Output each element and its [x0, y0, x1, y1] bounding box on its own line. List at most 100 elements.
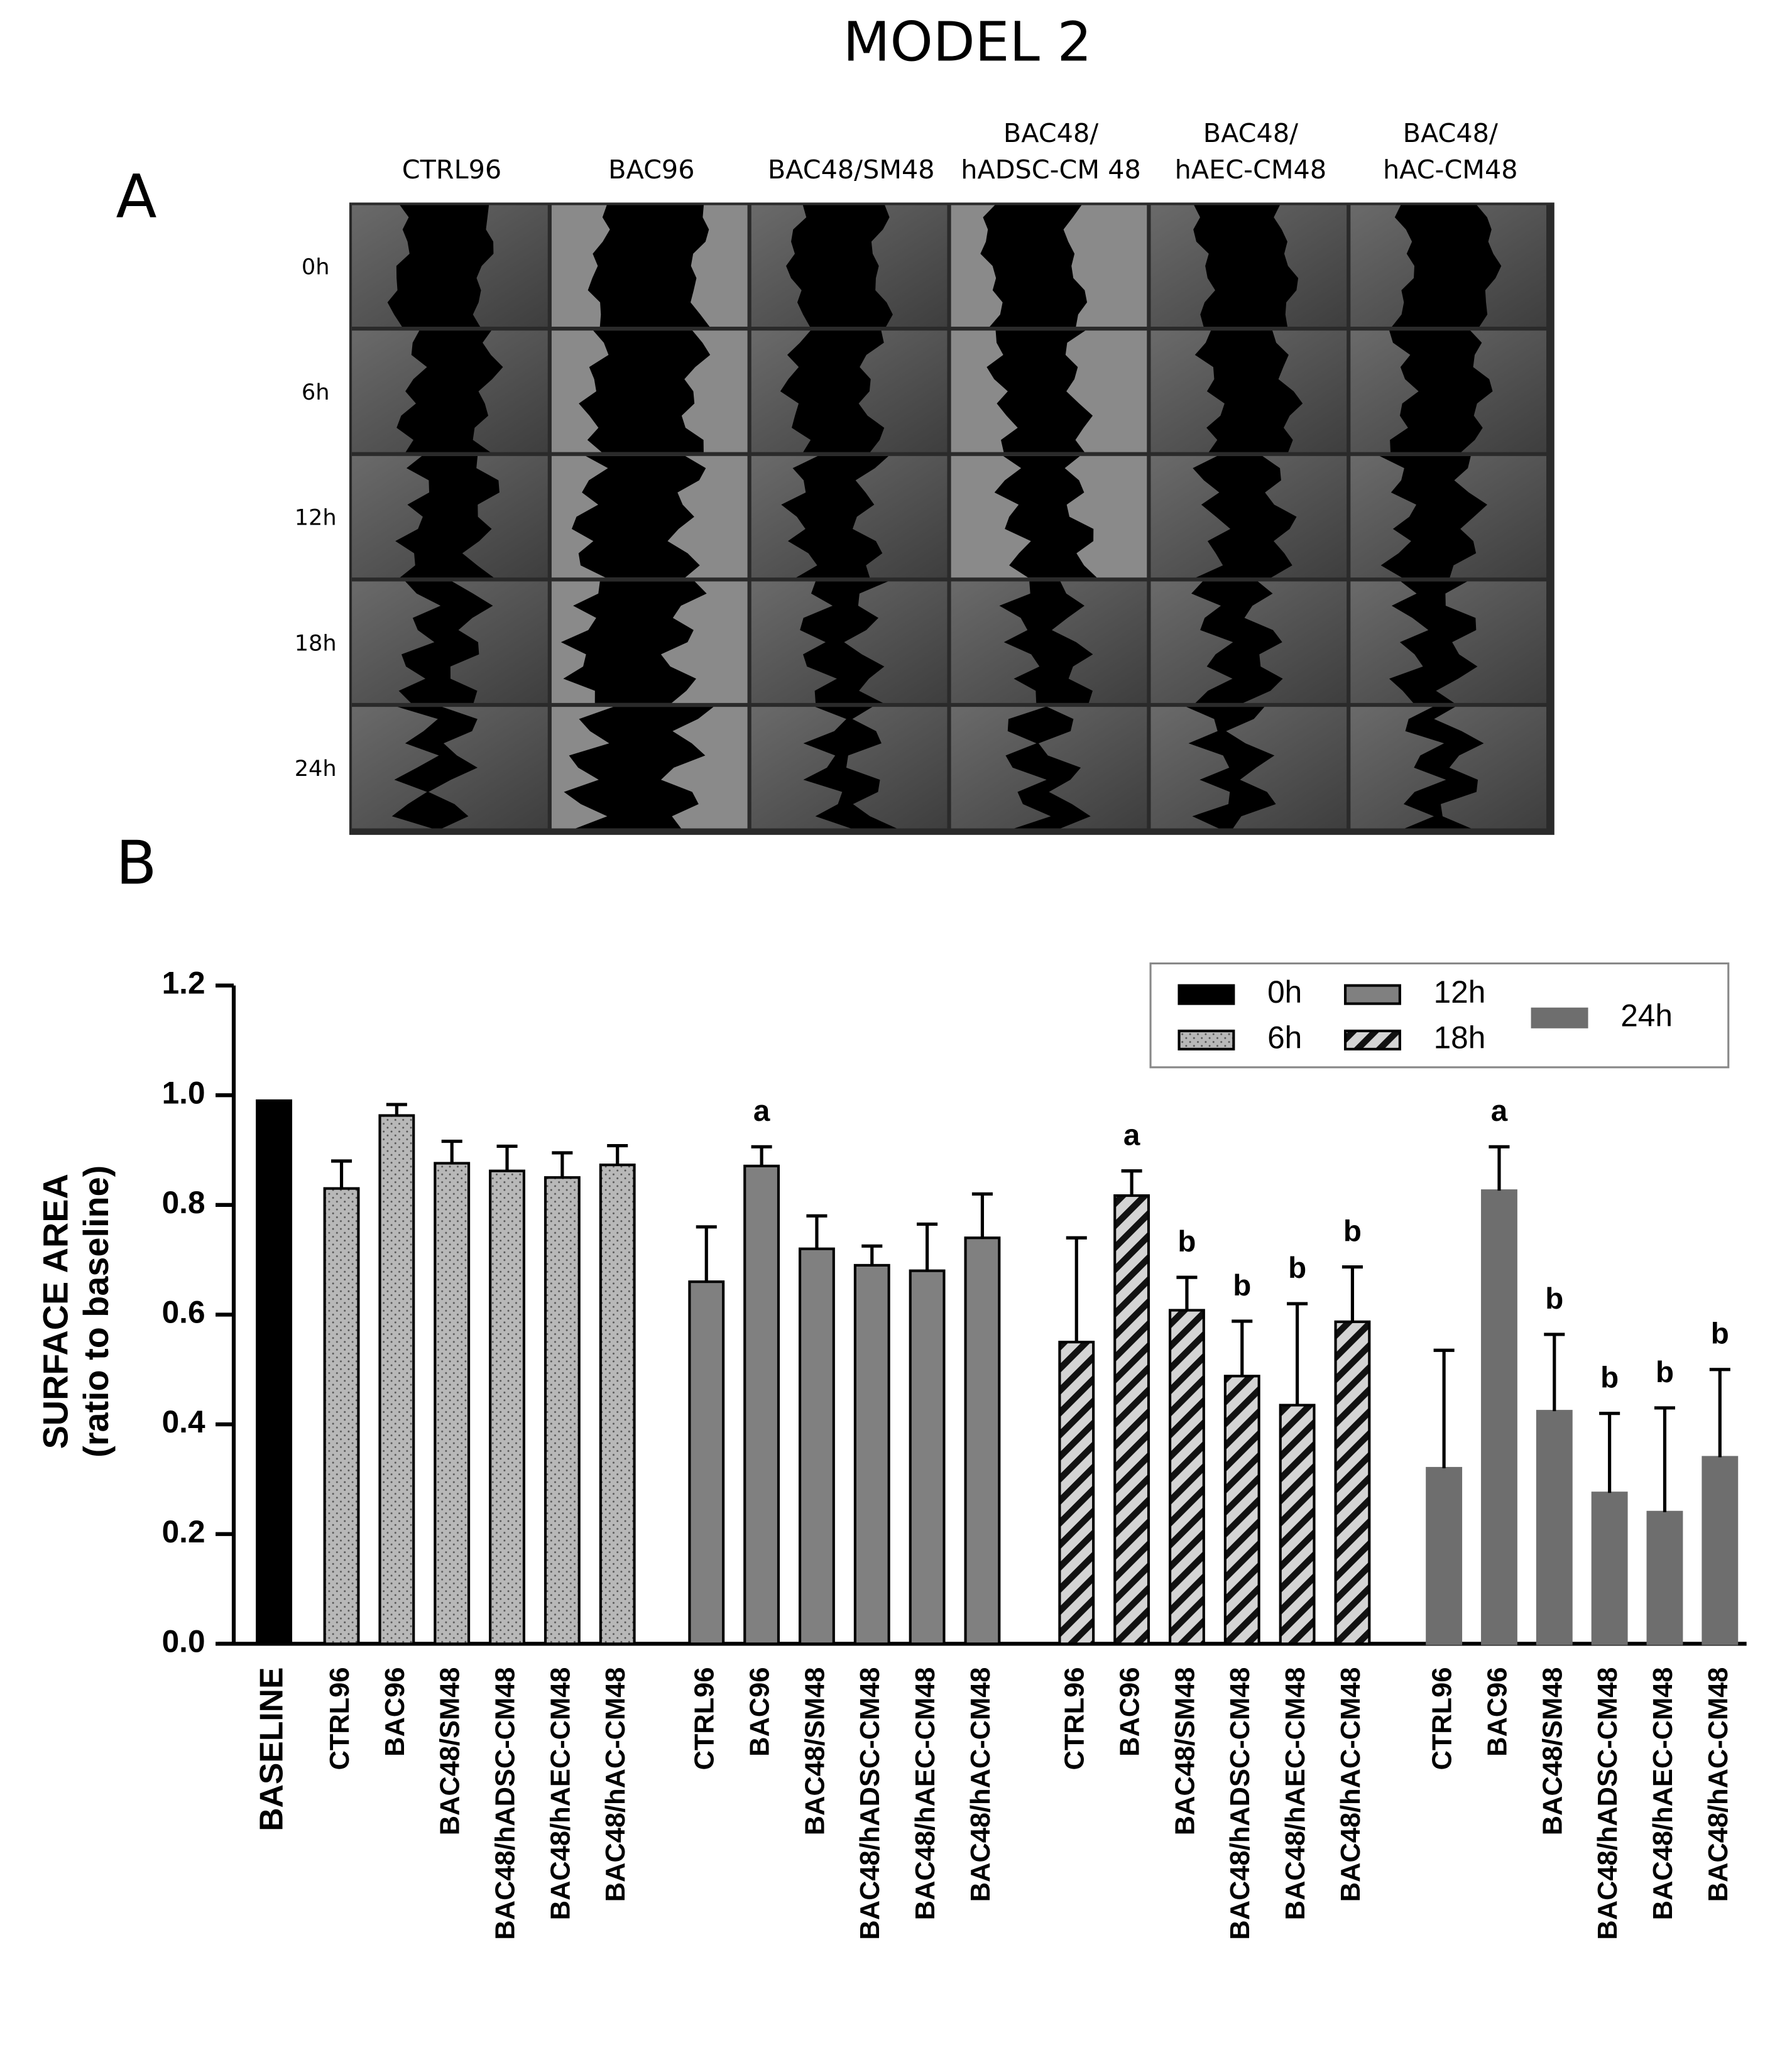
- bar: [1702, 1456, 1739, 1645]
- wound-area: [986, 330, 1093, 452]
- wound-area: [980, 205, 1088, 327]
- x-tick-label: BAC96: [1115, 1667, 1145, 1757]
- wound-area: [800, 581, 888, 703]
- significance-letter: b: [1600, 1361, 1619, 1394]
- legend-swatch: [1344, 1029, 1401, 1050]
- row-label: 0h: [302, 254, 330, 280]
- wound-area: [579, 330, 711, 452]
- wound-area: [781, 455, 889, 578]
- error-bar: [1232, 1319, 1253, 1377]
- significance-letter: a: [1491, 1094, 1508, 1128]
- wound-area: [1392, 205, 1502, 327]
- wound-area: [587, 205, 710, 327]
- x-tick-label: BAC48/hADSC-CM48: [855, 1667, 885, 1940]
- legend-swatch: [1177, 1029, 1235, 1050]
- error-bar: [552, 1151, 573, 1178]
- column-header: hADSC-CM 48: [961, 155, 1141, 185]
- wound-area: [1379, 455, 1488, 578]
- x-tick-label: BAC48/SM48: [800, 1667, 830, 1836]
- x-tick-label: BAC48/hADSC-CM48: [1593, 1667, 1623, 1940]
- wound-area: [391, 707, 478, 829]
- wound-area: [560, 581, 707, 703]
- significance-letter: b: [1711, 1317, 1729, 1351]
- x-tick-label: BAC48/SM48: [1538, 1667, 1568, 1836]
- error-bar: [1176, 1275, 1198, 1311]
- wound-area: [1389, 581, 1478, 703]
- error-bar: [441, 1139, 462, 1164]
- error-bar: [1287, 1302, 1308, 1405]
- column-header: BAC48/: [1403, 118, 1498, 148]
- significance-letter: b: [1177, 1225, 1196, 1258]
- x-tick-label: BAC48/hAEC-CM48: [545, 1667, 576, 1921]
- error-bar: [917, 1222, 938, 1271]
- error-bar: [1066, 1236, 1087, 1343]
- bar: [544, 1176, 581, 1645]
- wound-area: [1186, 707, 1276, 829]
- x-tick-label: BAC96: [1482, 1667, 1512, 1757]
- y-tick-label: 0.0: [162, 1624, 205, 1659]
- wound-area: [1194, 330, 1303, 452]
- significance-letter: b: [1545, 1282, 1563, 1316]
- x-tick-label: BAC96: [380, 1667, 410, 1757]
- bar: [688, 1280, 725, 1645]
- bar: [1426, 1466, 1463, 1645]
- wound-area: [803, 707, 897, 829]
- error-bar: [806, 1214, 828, 1249]
- bar: [1646, 1510, 1683, 1645]
- x-tick-label: BASELINE: [253, 1667, 290, 1831]
- column-header: hAC-CM48: [1383, 155, 1518, 185]
- x-tick-label: BAC48/hAC-CM48: [601, 1667, 631, 1902]
- wound-area: [1193, 205, 1299, 327]
- bar: [1169, 1309, 1205, 1645]
- y-axis-label: SURFACE AREA: [36, 1174, 75, 1449]
- x-tick-label: BAC48/hADSC-CM48: [491, 1667, 521, 1940]
- x-tick-label: BAC48/hAC-CM48: [966, 1667, 996, 1902]
- wound-area: [396, 330, 503, 452]
- bar: [1058, 1341, 1095, 1645]
- bar: [1279, 1404, 1316, 1645]
- y-tick-label: 1.2: [162, 966, 205, 1001]
- error-bar: [1489, 1145, 1510, 1191]
- bar: [964, 1236, 1001, 1645]
- column-header: hAEC-CM48: [1175, 155, 1326, 185]
- legend-box: [1149, 962, 1730, 1069]
- wound-area: [571, 455, 706, 578]
- legend-swatch: [1177, 984, 1235, 1005]
- error-bar: [1654, 1406, 1676, 1512]
- x-tick-label: BAC96: [745, 1667, 775, 1757]
- x-tick-label: BAC48/hAEC-CM48: [1281, 1667, 1311, 1921]
- error-bar: [607, 1143, 628, 1165]
- x-tick-label: BAC48/SM48: [435, 1667, 466, 1836]
- wound-area: [994, 455, 1097, 578]
- y-tick-label: 1.0: [162, 1075, 205, 1110]
- row-label: 18h: [295, 630, 337, 656]
- column-header: BAC48/SM48: [768, 155, 935, 185]
- x-tick-label: CTRL96: [690, 1667, 720, 1770]
- error-bar: [1121, 1169, 1142, 1196]
- panel-label: B: [116, 829, 156, 898]
- x-tick-label: BAC48/SM48: [1170, 1667, 1200, 1836]
- bar: [489, 1169, 525, 1645]
- legend-label: 12h: [1434, 974, 1486, 1010]
- legend-swatch: [1344, 984, 1401, 1005]
- error-bar: [1599, 1412, 1620, 1493]
- wound-area: [780, 330, 885, 452]
- y-axis-label: (ratio to baseline): [76, 1165, 116, 1458]
- wound-area: [1005, 707, 1091, 829]
- error-bar: [496, 1144, 518, 1171]
- legend-label: 6h: [1267, 1020, 1302, 1055]
- bar: [909, 1269, 946, 1645]
- figure-title: MODEL 2: [843, 10, 1092, 74]
- bar: [323, 1187, 360, 1645]
- significance-letter: b: [1233, 1269, 1251, 1302]
- wound-area: [999, 581, 1093, 703]
- x-tick-label: BAC48/hAEC-CM48: [1648, 1667, 1678, 1921]
- bar-chart: 0.0 0.2 0.4 0.6 0.8 1.0 1.2 SURFACE AREA (ratio …: [36, 962, 1747, 1940]
- bar: [1334, 1320, 1371, 1645]
- significance-letter: b: [1656, 1356, 1674, 1389]
- x-tick-label: CTRL96: [1060, 1667, 1090, 1770]
- column-header: CTRL96: [402, 155, 501, 185]
- bar: [256, 1099, 293, 1645]
